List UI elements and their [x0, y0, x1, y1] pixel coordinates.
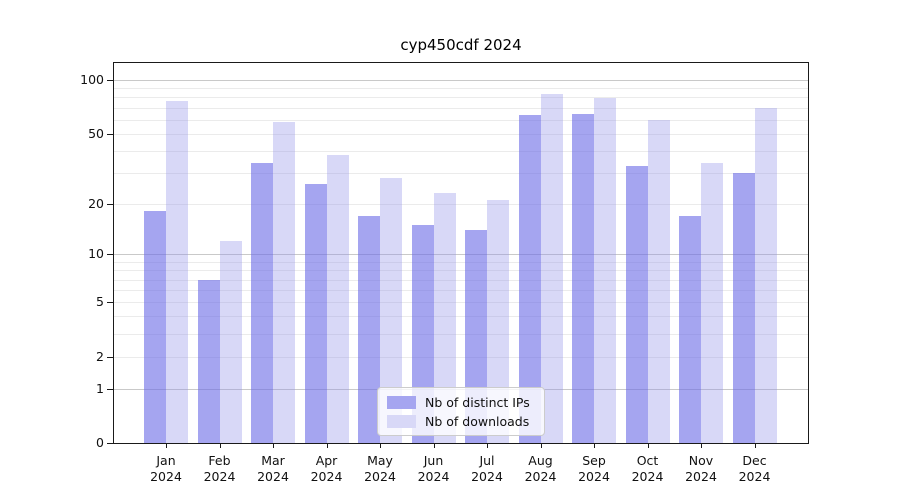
y-tick-label-10: 10	[88, 246, 104, 262]
bar-downloads-dec	[754, 107, 777, 443]
gridline-60	[114, 119, 808, 121]
gridline-7	[114, 279, 808, 281]
gridline-90	[114, 88, 808, 90]
chart-title: cyp450cdf 2024	[400, 36, 522, 54]
gridline-100	[114, 80, 808, 81]
gridline-20	[114, 203, 808, 205]
gridline-6	[114, 290, 808, 291]
x-tick-label-mar: Mar 2024	[257, 453, 289, 484]
x-tick-label-feb: Feb 2024	[203, 453, 236, 484]
gridline-40	[114, 150, 808, 152]
y-tick-100	[107, 80, 113, 81]
gridline-4	[114, 316, 808, 318]
x-tick-label-aug: Aug 2024	[524, 453, 557, 484]
bar-distinct-ips-feb	[197, 279, 220, 443]
x-tick-jun	[433, 443, 435, 448]
y-tick-0	[107, 443, 113, 444]
x-tick-label-jan: Jan 2024	[150, 453, 182, 484]
x-tick-apr	[326, 443, 328, 448]
legend: Nb of distinct IPs Nb of downloads	[377, 387, 545, 436]
bar-distinct-ips-oct	[625, 165, 648, 443]
x-tick-nov	[701, 443, 702, 448]
legend-item-downloads: Nb of downloads	[387, 414, 535, 429]
plot-area: 0 1 2 5 10 20 50 100 Jan 2024 Feb 2024 Mar 2024 Apr 20…	[80, 62, 809, 484]
x-tick-label-nov: Nov 2024	[685, 453, 717, 484]
bar-downloads-jun	[433, 193, 456, 443]
y-tick-5	[107, 302, 113, 304]
x-tick-mar	[273, 443, 274, 448]
y-tick-label-5: 5	[96, 294, 104, 310]
bar-distinct-ips-jan	[144, 211, 166, 443]
x-tick-label-apr: Apr 2024	[310, 453, 343, 484]
x-tick-label-oct: Oct 2024	[631, 453, 664, 484]
gridline-30	[114, 172, 808, 174]
x-tick-aug	[540, 443, 542, 448]
bar-downloads-oct	[647, 119, 670, 443]
legend-label-downloads: Nb of downloads	[425, 414, 530, 429]
y-tick-1	[107, 388, 113, 390]
y-tick-label-20: 20	[88, 195, 104, 211]
x-tick-label-jul: Jul 2024	[471, 453, 503, 484]
bar-downloads-aug	[540, 93, 563, 443]
gridline-10	[114, 254, 808, 256]
legend-swatch-downloads	[387, 415, 416, 428]
bar-distinct-ips-aug	[518, 114, 541, 443]
bar-downloads-may	[380, 178, 402, 443]
bar-distinct-ips-mar	[251, 163, 273, 443]
bars-layer	[114, 63, 808, 443]
y-tick-label-0: 0	[96, 435, 104, 450]
gridline-50	[114, 133, 808, 135]
bar-distinct-ips-apr	[304, 183, 327, 443]
x-tick-label-may: May 2024	[364, 453, 396, 484]
legend-label-distinct-ips: Nb of distinct IPs	[425, 395, 530, 410]
bar-downloads-jan	[166, 101, 188, 443]
y-tick-50	[107, 133, 113, 135]
bar-downloads-feb	[219, 241, 242, 443]
bar-downloads-nov	[701, 163, 723, 443]
y-tick-2	[107, 356, 113, 358]
gridline-80	[114, 97, 808, 99]
legend-item-distinct-ips: Nb of distinct IPs	[387, 395, 535, 410]
x-tick-oct	[647, 443, 649, 448]
y-tick-20	[107, 203, 113, 205]
x-tick-jan	[166, 443, 167, 448]
bar-distinct-ips-nov	[679, 215, 701, 443]
x-tick-dec	[754, 443, 756, 448]
gridline-5	[114, 302, 808, 304]
bar-downloads-apr	[326, 154, 349, 443]
bar-downloads-mar	[273, 122, 295, 443]
x-tick-label-sep: Sep 2024	[578, 453, 610, 484]
gridline-70	[114, 107, 808, 109]
gridline-9	[114, 261, 808, 263]
bar-distinct-ips-sep	[572, 113, 594, 443]
bar-distinct-ips-may	[358, 215, 380, 443]
y-tick-label-2: 2	[96, 348, 104, 364]
y-tick-label-100: 100	[80, 72, 104, 87]
y-tick-label-50: 50	[88, 125, 104, 141]
y-axis: 0 1 2 5 10 20 50 100	[80, 63, 808, 450]
legend-swatch-distinct-ips	[387, 396, 416, 409]
bar-downloads-sep	[594, 98, 616, 443]
gridline-3	[114, 334, 808, 335]
x-tick-may	[380, 443, 381, 448]
x-tick-label-jun: Jun 2024	[417, 453, 450, 484]
x-tick-feb	[219, 443, 221, 448]
x-tick-jul	[487, 443, 488, 448]
gridline-8	[114, 270, 808, 272]
y-tick-label-1: 1	[96, 380, 104, 396]
x-tick-sep	[594, 443, 595, 448]
gridline-2	[114, 356, 808, 358]
x-tick-label-dec: Dec 2024	[738, 453, 771, 484]
x-axis: Jan 2024 Feb 2024 Mar 2024 Apr 2024 May 2024 Jun 20…	[114, 63, 808, 484]
y-tick-10	[107, 254, 113, 256]
bar-distinct-ips-dec	[732, 172, 755, 443]
bar-downloads-jul	[487, 199, 509, 443]
